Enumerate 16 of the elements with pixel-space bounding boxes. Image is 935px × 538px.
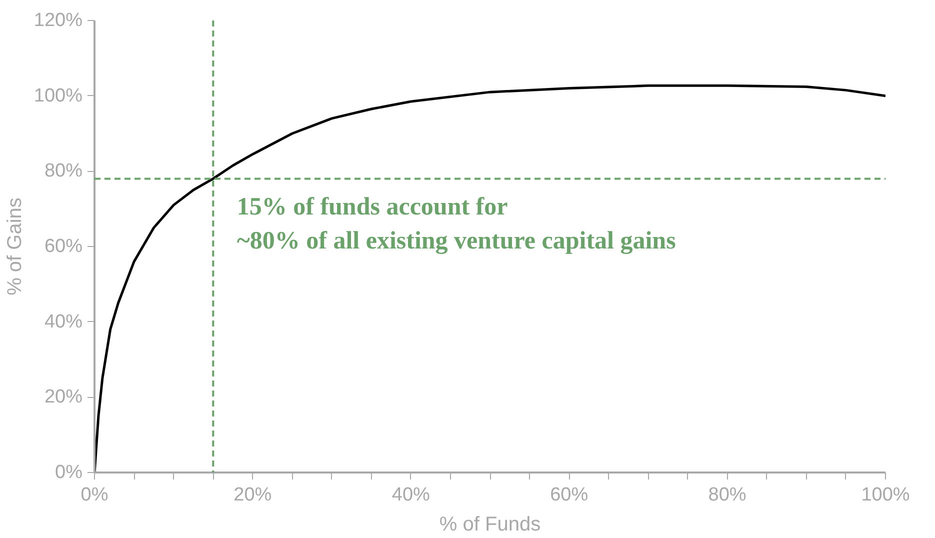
x-tick-label: 20% [234,484,272,506]
y-tick-label: 80% [44,160,83,182]
y-tick-label: 60% [44,236,83,257]
y-axis-title: % of Gains [4,198,26,296]
y-tick-label: 120% [34,10,83,31]
x-tick-label: 60% [550,484,588,506]
x-tick-label: 80% [708,484,746,506]
x-tick-label: 100% [861,484,910,506]
y-tick-label: 40% [44,311,83,332]
y-tick-label: 0% [55,462,83,483]
y-tick-label: 20% [44,386,83,408]
annotation: 15% of funds account for ~80% of all existing venture capital gains [236,194,676,254]
x-axis-title: % of Funds [439,514,541,536]
y-tick-label: 100% [34,85,83,106]
x-tick-label: 40% [392,484,430,506]
x-tick-label: 0% [80,484,108,506]
